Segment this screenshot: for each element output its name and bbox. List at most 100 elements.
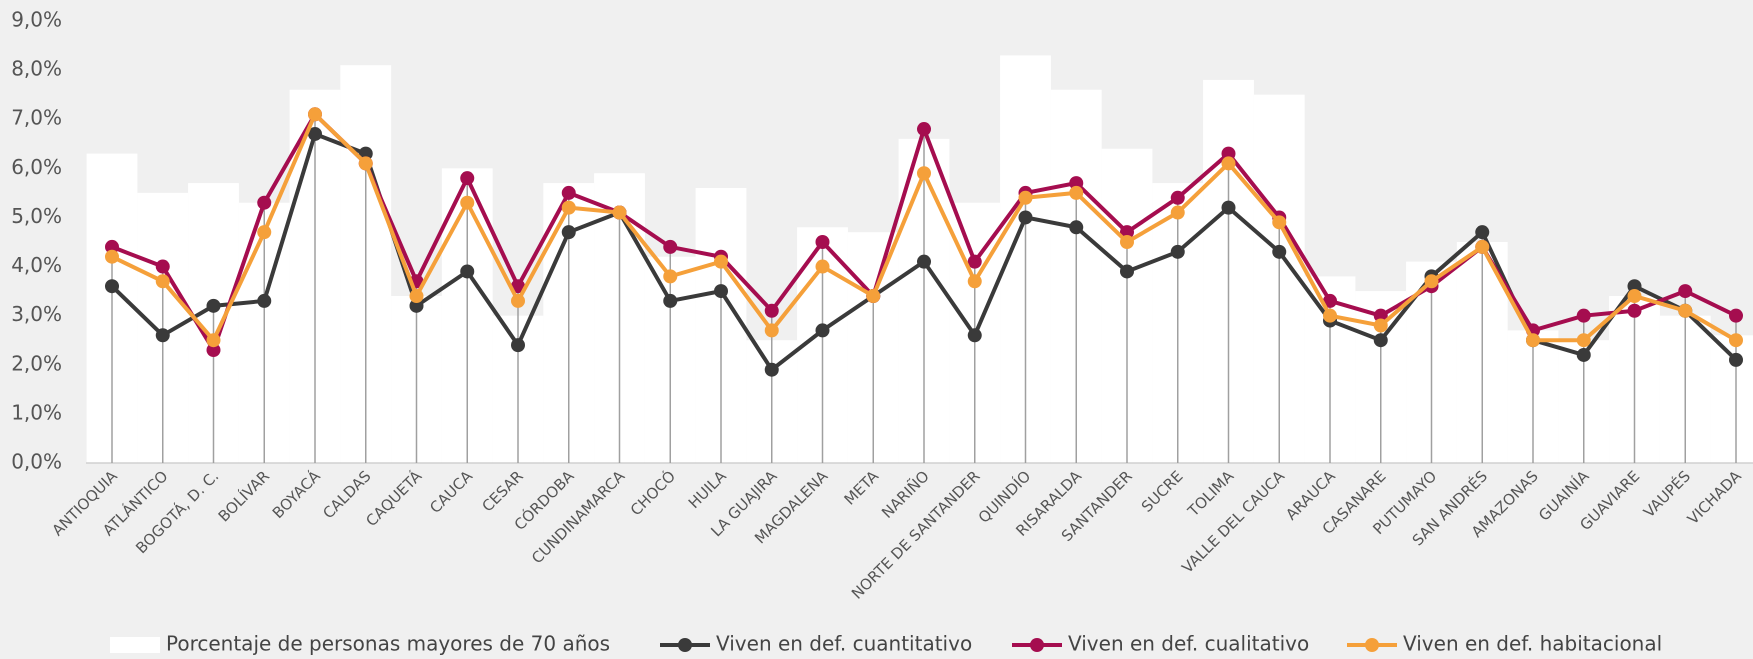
point [1170, 244, 1185, 259]
point [866, 289, 881, 304]
point [1475, 239, 1490, 254]
x-tick-label: HUILA [685, 467, 731, 513]
point [308, 126, 322, 141]
point [511, 338, 525, 353]
y-tick-label: 0,0% [11, 450, 62, 474]
point [460, 195, 475, 210]
point [1678, 284, 1693, 299]
point [561, 185, 576, 200]
point [663, 269, 678, 284]
point [460, 171, 475, 186]
x-tick-label: CHOCÓ [626, 466, 679, 519]
point [561, 200, 576, 215]
point [155, 328, 170, 343]
x-tick-label: BOYACÁ [268, 466, 324, 522]
point [967, 274, 982, 289]
legend-label: Viven en def. cuantitativo [716, 632, 972, 656]
y-tick-label: 1,0% [11, 400, 62, 424]
x-tick-label: CAQUETÁ [362, 466, 426, 530]
point [460, 264, 475, 279]
point [1373, 308, 1388, 323]
x-tick-label: BOLÍVAR [214, 466, 273, 525]
legend-item: Porcentaje de personas mayores de 70 año… [110, 632, 610, 656]
point [1018, 190, 1033, 205]
point [1526, 333, 1540, 348]
legend-marker [1030, 638, 1044, 652]
point [815, 259, 830, 274]
point [358, 156, 373, 171]
x-tick-label: CESAR [478, 467, 526, 515]
point [1170, 205, 1185, 220]
point [257, 293, 272, 308]
x-tick-label: CAUCA [426, 467, 476, 517]
point [1475, 225, 1490, 240]
point [1221, 200, 1236, 215]
y-tick-label: 3,0% [11, 302, 62, 326]
point [1373, 333, 1388, 348]
point [1120, 235, 1134, 249]
point [1221, 156, 1236, 171]
y-tick-label: 5,0% [11, 204, 62, 228]
x-tick-label: SUCRE [1138, 467, 1187, 516]
point [1373, 318, 1388, 333]
point [1018, 210, 1033, 225]
point [561, 225, 576, 240]
y-tick-label: 9,0% [11, 8, 62, 32]
y-tick-label: 6,0% [11, 155, 62, 179]
point [1627, 303, 1642, 318]
point [917, 254, 931, 269]
point [663, 239, 678, 254]
point [105, 279, 119, 294]
point [1576, 333, 1591, 348]
point [1729, 352, 1743, 367]
point [764, 323, 779, 338]
point [815, 323, 830, 338]
point [1069, 185, 1084, 200]
point [967, 254, 982, 269]
point [1576, 347, 1591, 362]
point [1627, 289, 1642, 304]
legend-label: Viven en def. cualitativo [1068, 632, 1309, 656]
point [257, 195, 272, 210]
point [1729, 308, 1743, 323]
point [1221, 146, 1236, 161]
point [714, 254, 728, 269]
point [1729, 333, 1743, 348]
point [206, 343, 221, 358]
y-tick-label: 4,0% [11, 253, 62, 277]
legend-marker [1365, 638, 1379, 652]
point [409, 298, 424, 313]
legend-item: Viven en def. cualitativo [1012, 632, 1309, 656]
legend-label: Viven en def. habitacional [1403, 632, 1662, 656]
point [1323, 308, 1337, 323]
legend-item: Viven en def. habitacional [1347, 632, 1662, 656]
point [155, 274, 170, 289]
point [1272, 215, 1287, 230]
y-tick-label: 2,0% [11, 351, 62, 375]
point [1170, 190, 1185, 205]
point [764, 303, 779, 318]
legend-marker [678, 638, 692, 652]
point [917, 166, 931, 181]
point [1120, 225, 1134, 240]
point [1272, 244, 1287, 259]
point [511, 293, 525, 308]
point [409, 289, 424, 304]
y-tick-label: 8,0% [11, 57, 62, 81]
point [1576, 308, 1591, 323]
point [1678, 303, 1693, 318]
point [917, 122, 931, 137]
x-tick-label: CUNDINAMARCA [528, 467, 629, 568]
point [308, 107, 322, 122]
point [967, 328, 982, 343]
point [1424, 274, 1439, 289]
point [511, 279, 525, 294]
point [1069, 220, 1084, 235]
x-tick-label: VICHADA [1684, 467, 1746, 529]
point [105, 249, 119, 264]
point [612, 205, 627, 220]
point [714, 284, 728, 299]
point [1120, 264, 1134, 279]
point [1323, 293, 1337, 308]
